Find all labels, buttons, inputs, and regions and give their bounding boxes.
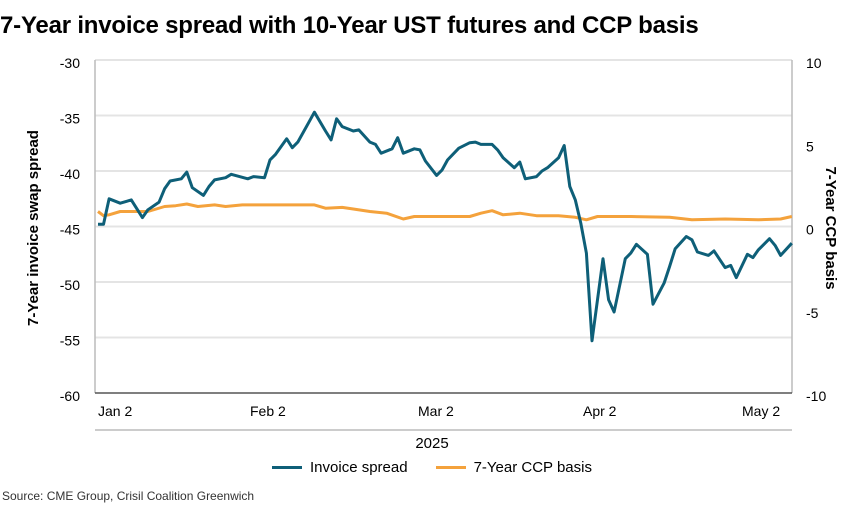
legend: Invoice spread 7-Year CCP basis xyxy=(0,459,864,476)
x-axis-title: 2025 xyxy=(415,435,449,452)
y-right-tick-label: -5 xyxy=(806,305,819,321)
legend-item-ccp-basis: 7-Year CCP basis xyxy=(435,459,592,476)
x-tick-label: Apr 2 xyxy=(583,403,617,419)
series-line-7-year-ccp-basis xyxy=(97,202,793,222)
series-line-invoice-spread xyxy=(98,110,793,343)
y-tick-label: -40 xyxy=(60,166,80,182)
legend-swatch xyxy=(435,466,466,469)
x-tick-label: Jan 2 xyxy=(98,403,132,419)
x-tick-label: Mar 2 xyxy=(418,403,454,419)
y-right-tick-label: 5 xyxy=(806,138,814,154)
source-note: Source: CME Group, Crisil Coalition Gree… xyxy=(2,489,255,503)
legend-label: Invoice spread xyxy=(310,459,408,476)
y-right-tick-label: 10 xyxy=(806,55,822,71)
y-tick-label: -60 xyxy=(60,388,80,404)
legend-label: 7-Year CCP basis xyxy=(473,459,592,476)
y-tick-label: -50 xyxy=(60,277,80,293)
chart-title: 7-Year invoice spread with 10-Year UST f… xyxy=(0,12,699,39)
legend-swatch xyxy=(272,466,303,469)
x-tick-label: Feb 2 xyxy=(250,403,286,419)
y-tick-label: -35 xyxy=(60,111,80,127)
x-tick-label: May 2 xyxy=(742,403,780,419)
y-right-tick-label: 0 xyxy=(806,222,814,238)
legend-item-invoice-spread: Invoice spread xyxy=(272,459,408,476)
y-tick-label: -45 xyxy=(60,222,80,238)
y-axis-right-title: 7-Year CCP basis xyxy=(822,166,839,289)
y-tick-label: -30 xyxy=(60,55,80,71)
y-axis-title: 7-Year invoice swap spread xyxy=(25,130,42,326)
y-tick-label: -55 xyxy=(60,333,80,349)
y-right-tick-label: -10 xyxy=(806,388,826,404)
